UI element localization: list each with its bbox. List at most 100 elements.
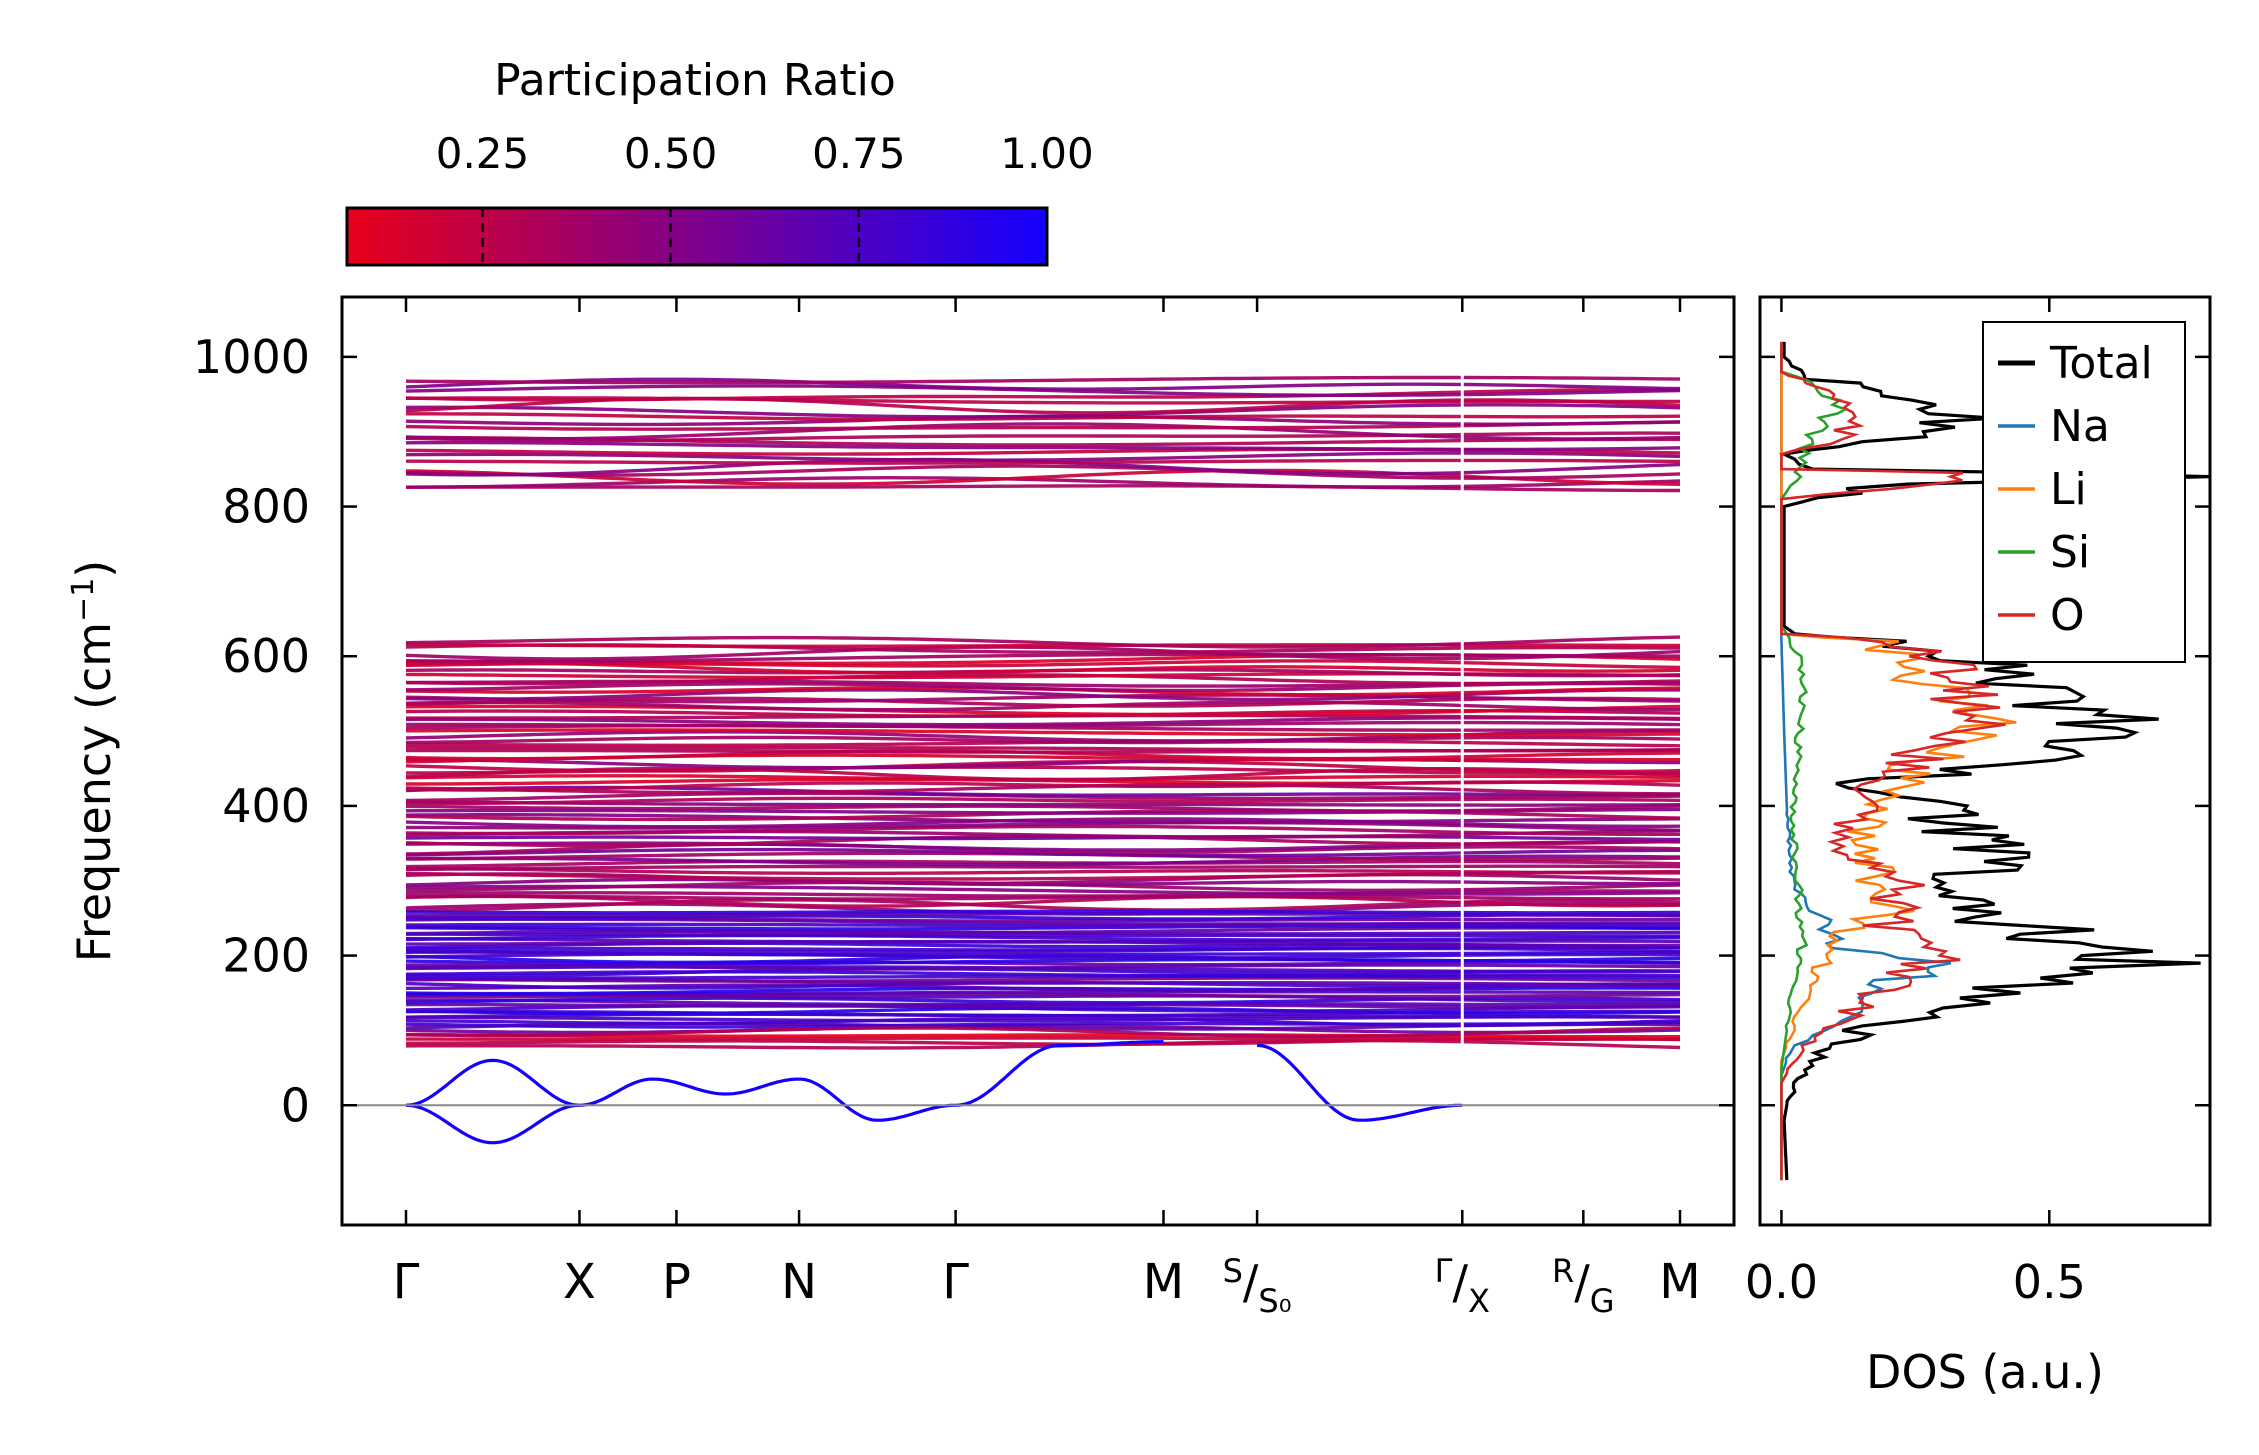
- x-tick-label-slash: /: [1243, 1255, 1259, 1309]
- band-line: [405, 949, 1681, 957]
- band-line: [405, 451, 1681, 462]
- legend-label: Li: [2050, 464, 2087, 515]
- band-line: [405, 464, 1681, 480]
- y-axis-label-sup: −1: [66, 578, 101, 622]
- band-line: [405, 783, 1680, 796]
- x-tick-label-sub: X: [1468, 1282, 1490, 1320]
- dos-series-o: [1780, 341, 2006, 1181]
- band-line: [405, 889, 1681, 898]
- band-line: [405, 894, 1681, 908]
- band-frame: [340, 295, 1736, 1227]
- band-line: [405, 970, 1681, 978]
- band-line: [405, 388, 1681, 402]
- x-tick-label: P: [662, 1254, 691, 1310]
- y-tick-label: 800: [222, 480, 310, 534]
- legend-label: O: [2050, 590, 2085, 641]
- y-axis-label-base: Frequency (cm: [67, 622, 121, 962]
- legend-label: Total: [2049, 338, 2153, 389]
- acoustic-branch: [405, 1058, 580, 1107]
- band-line: [405, 933, 1681, 942]
- acoustic-branch: [799, 1077, 956, 1122]
- y-tick-label: 200: [222, 929, 310, 983]
- band-line: [405, 735, 1681, 745]
- band-line: [405, 635, 1681, 649]
- x-tick-label-super: R: [1552, 1252, 1574, 1290]
- band-line: [406, 412, 1681, 421]
- band-line: [405, 642, 1680, 648]
- band-line: [406, 458, 1681, 465]
- band-line: [405, 422, 1681, 441]
- band-line: [405, 866, 1680, 875]
- x-tick-label-sub: G: [1590, 1282, 1615, 1320]
- band-line: [406, 728, 1681, 737]
- band-line: [405, 375, 1681, 385]
- band-line: [406, 932, 1680, 938]
- band-line: [405, 700, 1680, 712]
- band-line: [405, 1016, 1681, 1027]
- x-tick-label: Γ/X: [1435, 1252, 1490, 1320]
- band-line: [405, 796, 1681, 805]
- band-line: [405, 864, 1681, 872]
- band-line: [406, 854, 1681, 867]
- x-tick-label-super: Γ: [1435, 1252, 1453, 1290]
- legend-box: [1982, 321, 2186, 663]
- acoustic-branch: [955, 1040, 1164, 1107]
- band-line: [405, 745, 1681, 753]
- band-line: [405, 824, 1680, 836]
- y-axis-label-close: ): [67, 560, 121, 578]
- acoustic-branch: [579, 1077, 800, 1107]
- dos-frame: [1758, 295, 2212, 1227]
- band-line: [405, 759, 1681, 774]
- x-tick-label: S/S₀: [1223, 1252, 1292, 1320]
- band-line: [405, 696, 1681, 708]
- band-line: [405, 440, 1681, 452]
- x-tick-label: N: [781, 1254, 817, 1310]
- band-line: [405, 1026, 1681, 1039]
- band-line: [405, 877, 1680, 887]
- band-line: [405, 847, 1680, 858]
- band-lines: [405, 297, 1681, 1145]
- acoustic-branch: [405, 1103, 580, 1145]
- colorbar-tick-label: 0.50: [624, 129, 718, 178]
- x-tick-label: M: [1143, 1254, 1184, 1310]
- band-line: [405, 645, 1681, 661]
- dos-x-tick-label: 0.5: [2013, 1255, 2086, 1309]
- band-line: [406, 800, 1681, 807]
- x-tick-label-slash: /: [1452, 1255, 1468, 1309]
- band-line: [406, 894, 1680, 901]
- y-tick-label: 400: [222, 779, 310, 833]
- x-tick-label-slash: /: [1574, 1255, 1590, 1309]
- band-line: [405, 780, 1681, 792]
- x-tick-label: R/G: [1552, 1252, 1615, 1320]
- dos-axes: 0.0 0.5: [1745, 297, 2210, 1309]
- x-tick-label: Γ: [393, 1254, 420, 1310]
- band-line: [405, 661, 1681, 675]
- dos-series-si: [1780, 341, 1849, 1181]
- band-line: [405, 1038, 1681, 1050]
- acoustic-branch: [1257, 1043, 1463, 1122]
- x-tick-label: X: [563, 1254, 596, 1310]
- y-axis-label: Frequency (cm−1): [66, 560, 122, 963]
- dos-panel: 0.0 0.5 DOS (a.u.) Total Na Li Si O: [1745, 295, 2212, 1399]
- band-line: [406, 924, 1681, 931]
- x-tick-label: M: [1659, 1254, 1700, 1310]
- band-line: [406, 912, 1681, 918]
- colorbar-ticks: 0.25 0.50 0.75 1.00: [436, 129, 1094, 265]
- band-line: [405, 693, 1681, 704]
- band-line: [405, 475, 1681, 489]
- y-tick-label: 0: [281, 1078, 310, 1132]
- band-line: [406, 909, 1680, 915]
- colorbar-gradient: [345, 206, 1049, 267]
- colorbar-tick-label: 0.75: [812, 129, 906, 178]
- x-axis-label-dos: DOS (a.u.): [1866, 1345, 2104, 1399]
- band-line: [406, 484, 1680, 493]
- y-tick-label: 600: [222, 629, 310, 683]
- band-line: [405, 813, 1681, 824]
- colorbar: Participation Ratio 0.25 0.50 0.75 1.00: [345, 55, 1094, 267]
- dos-x-tick-label: 0.0: [1745, 1255, 1818, 1309]
- band-line: [405, 652, 1680, 663]
- x-tick-label: Γ: [942, 1254, 969, 1310]
